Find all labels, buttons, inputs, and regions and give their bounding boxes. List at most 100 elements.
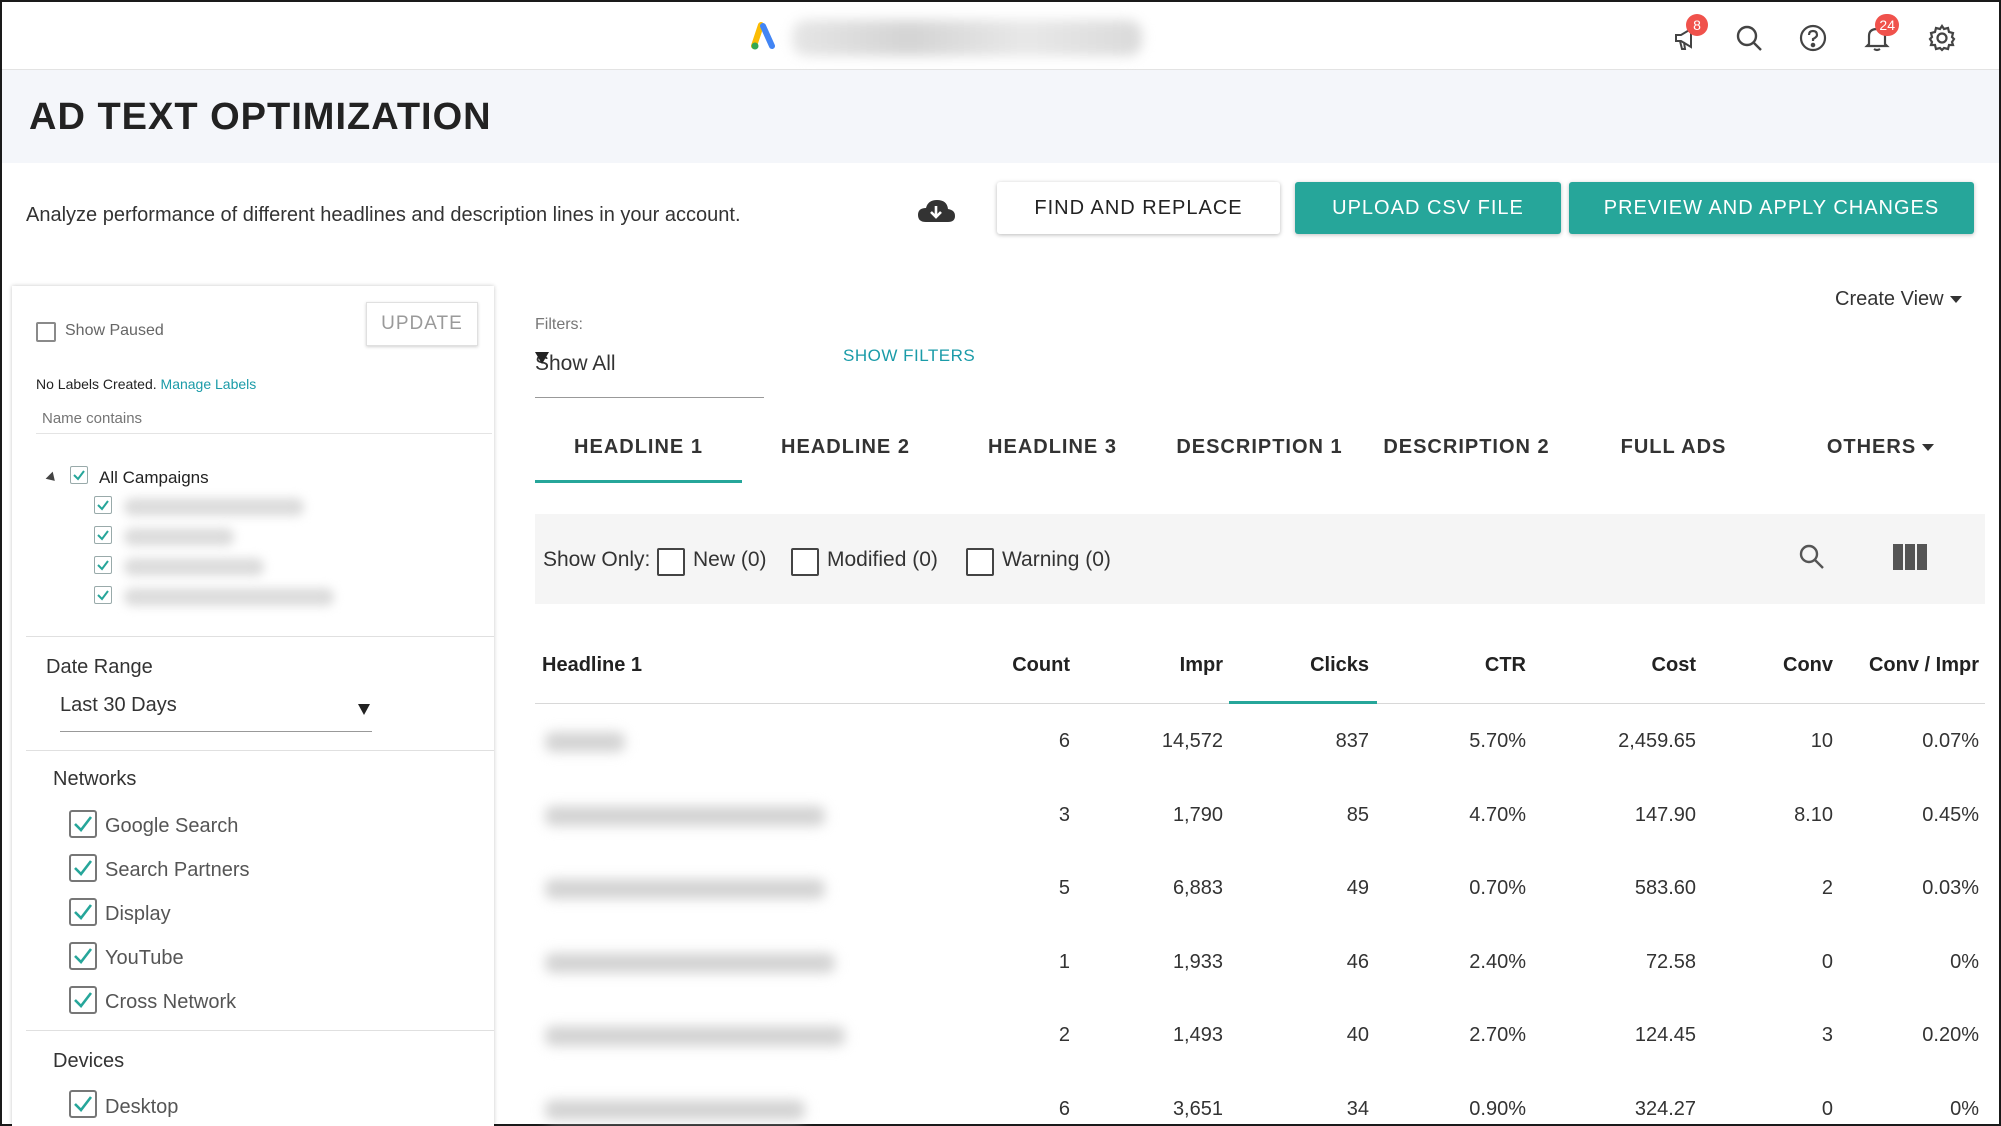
check-icon (74, 948, 93, 964)
cell-clicks: 34 (1346, 1097, 1369, 1120)
search-icon[interactable] (1797, 542, 1827, 572)
devices-label: Devices (53, 1050, 125, 1072)
network-google-search-checkbox[interactable] (69, 810, 97, 838)
cell-impr: 6,883 (1172, 877, 1223, 899)
cell-ctr: 2.70% (1469, 1024, 1526, 1046)
filters-select[interactable]: Show All (535, 346, 764, 398)
megaphone-icon (1675, 27, 1692, 50)
search-button[interactable] (1731, 20, 1767, 56)
announcements-button[interactable]: 8 (1668, 14, 1708, 56)
tab-headline-1[interactable]: HEADLINE 1 (574, 436, 703, 458)
check-icon (74, 816, 93, 832)
new-label: New (0) (693, 548, 767, 571)
campaign-checkbox[interactable] (94, 556, 112, 574)
cell-cost: 72.58 (1645, 950, 1696, 973)
page-description: Analyze performance of different headlin… (26, 204, 741, 226)
networks-label: Networks (53, 768, 137, 790)
warning-checkbox[interactable] (966, 548, 994, 576)
column-header-headline-1[interactable]: Headline 1 (542, 654, 643, 676)
update-button[interactable]: UPDATE (366, 302, 478, 346)
sorted-column-indicator (1229, 701, 1377, 704)
cell-cost: 147.90 (1634, 803, 1696, 826)
caret-down-icon (1949, 296, 1962, 304)
find-and-replace-button[interactable]: FIND AND REPLACE (997, 182, 1280, 234)
check-icon (74, 1096, 93, 1112)
search-icon (1736, 25, 1762, 51)
tree-expand-icon[interactable] (45, 471, 59, 485)
cell-ctr: 0.70% (1469, 877, 1526, 899)
device-desktop-label: Desktop (105, 1096, 179, 1118)
warning-label: Warning (0) (1002, 548, 1111, 571)
no-labels-text: No Labels Created. (36, 376, 157, 392)
show-only-label: Show Only: (543, 548, 651, 571)
cell-count: 6 (1058, 730, 1070, 752)
column-header-count[interactable]: Count (1012, 654, 1070, 676)
check-icon (74, 860, 93, 876)
tab-headline-3[interactable]: HEADLINE 3 (988, 436, 1117, 458)
tab-description-1[interactable]: DESCRIPTION 1 (1176, 436, 1343, 458)
cell-conv-impr: 0.20% (1922, 1024, 1979, 1046)
column-header-cost[interactable]: Cost (1651, 654, 1696, 676)
modified-checkbox[interactable] (791, 548, 819, 576)
settings-button[interactable] (1924, 20, 1960, 56)
cloud-download-icon[interactable] (916, 196, 956, 226)
tab-full-ads[interactable]: FULL ADS (1620, 436, 1727, 458)
network-youtube-checkbox[interactable] (69, 942, 97, 970)
network-search-partners-checkbox[interactable] (69, 854, 97, 882)
cell-conv-impr: 0.03% (1922, 877, 1979, 899)
show-filters-link[interactable]: SHOW FILTERS (843, 346, 976, 365)
check-icon (73, 470, 85, 481)
date-range-value: Last 30 Days (60, 694, 177, 716)
column-header-conv[interactable]: Conv (1783, 654, 1833, 676)
cell-conv-impr: 0.45% (1922, 803, 1979, 826)
new-checkbox[interactable] (657, 548, 685, 576)
cell-conv-impr: 0.07% (1922, 730, 1979, 752)
upload-csv-button[interactable]: UPLOAD CSV FILE (1295, 182, 1561, 234)
device-desktop-checkbox[interactable] (69, 1090, 97, 1118)
network-display-checkbox[interactable] (69, 898, 97, 926)
cell-clicks: 837 (1335, 730, 1369, 752)
date-range-label: Date Range (46, 656, 153, 678)
network-cross-network-checkbox[interactable] (69, 986, 97, 1014)
tab-others[interactable]: OTHERS (1777, 436, 1984, 459)
divider (26, 750, 494, 751)
campaign-name-redacted (124, 498, 304, 516)
filters-label: Filters: (535, 316, 583, 333)
network-search-partners-label: Search Partners (105, 859, 250, 881)
column-header-impr[interactable]: Impr (1179, 654, 1223, 676)
tab-description-2[interactable]: DESCRIPTION 2 (1383, 436, 1550, 458)
show-paused-checkbox[interactable] (36, 322, 56, 342)
all-campaigns-checkbox[interactable] (70, 466, 88, 484)
account-name-redacted[interactable] (792, 20, 1142, 56)
all-campaigns-label: All Campaigns (99, 468, 209, 487)
preview-and-apply-button[interactable]: PREVIEW AND APPLY CHANGES (1569, 182, 1974, 234)
cell-conv-impr: 0% (1950, 950, 1979, 973)
check-icon (97, 530, 109, 541)
name-contains-input[interactable] (36, 404, 492, 434)
columns-icon[interactable] (1893, 544, 1927, 570)
cell-impr: 1,493 (1172, 1024, 1223, 1046)
cell-cost: 124.45 (1634, 1024, 1696, 1046)
cell-conv: 2 (1821, 877, 1833, 899)
column-header-clicks[interactable]: Clicks (1310, 654, 1369, 676)
cell-ctr: 4.70% (1469, 803, 1526, 826)
divider (26, 636, 494, 637)
campaign-checkbox[interactable] (94, 496, 112, 514)
column-header-ctr[interactable]: CTR (1484, 654, 1526, 676)
headline-text-redacted (545, 732, 625, 752)
headline-text-redacted (545, 879, 825, 899)
notifications-button[interactable]: 24 (1859, 14, 1899, 56)
campaign-checkbox[interactable] (94, 586, 112, 604)
column-header-conv-impr[interactable]: Conv / Impr (1868, 654, 1979, 676)
cell-clicks: 49 (1346, 877, 1369, 899)
help-icon (1799, 24, 1827, 52)
manage-labels-link[interactable]: Manage Labels (160, 376, 257, 392)
campaign-checkbox[interactable] (94, 526, 112, 544)
tab-headline-2[interactable]: HEADLINE 2 (781, 436, 910, 458)
help-button[interactable] (1795, 20, 1831, 56)
create-view-dropdown[interactable]: Create View (1835, 288, 1962, 311)
date-range-select[interactable]: Last 30 Days (60, 690, 372, 732)
announcements-badge: 8 (1686, 14, 1708, 36)
check-icon (97, 590, 109, 601)
network-display-label: Display (105, 903, 171, 925)
